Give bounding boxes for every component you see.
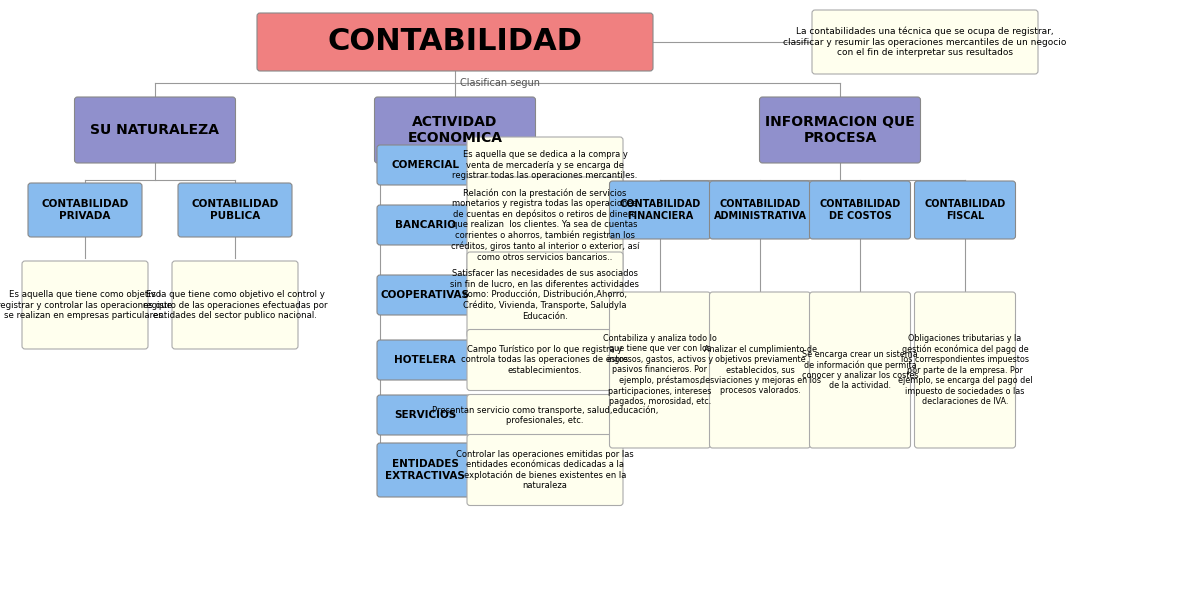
Text: CONTABILIDAD
DE COSTOS: CONTABILIDAD DE COSTOS <box>820 199 901 221</box>
FancyBboxPatch shape <box>257 13 653 71</box>
Text: Satisfacer las necesidades de sus asociados
sin fin de lucro, en las diferentes : Satisfacer las necesidades de sus asocia… <box>450 269 640 320</box>
Text: ENTIDADES
EXTRACTIVAS: ENTIDADES EXTRACTIVAS <box>385 459 464 481</box>
Text: CONTABILIDAD
PUBLICA: CONTABILIDAD PUBLICA <box>191 199 278 221</box>
Text: COOPERATIVAS: COOPERATIVAS <box>380 290 469 300</box>
FancyBboxPatch shape <box>709 292 810 448</box>
FancyBboxPatch shape <box>467 252 623 338</box>
FancyBboxPatch shape <box>377 145 473 185</box>
Text: Analizar el cumplimiento de
objetivos previamente
establecidos, sus
desviaciones: Analizar el cumplimiento de objetivos pr… <box>700 344 821 395</box>
FancyBboxPatch shape <box>467 137 623 193</box>
Text: SU NATURALEZA: SU NATURALEZA <box>90 123 220 137</box>
FancyBboxPatch shape <box>374 97 535 163</box>
FancyBboxPatch shape <box>610 292 710 448</box>
Text: Presentan servicio como transporte, salud,educación,
profesionales, etc.: Presentan servicio como transporte, salu… <box>432 405 658 425</box>
FancyBboxPatch shape <box>178 183 292 237</box>
Text: Se encarga crear un sistema
de información que permita
conocer y analizar los co: Se encarga crear un sistema de informaci… <box>802 350 918 391</box>
FancyBboxPatch shape <box>914 292 1015 448</box>
Text: CONTABILIDAD: CONTABILIDAD <box>328 28 582 56</box>
FancyBboxPatch shape <box>812 10 1038 74</box>
Text: Contabiliza y analiza todo lo
que tiene que ver con los
ingresos, gastos, activo: Contabiliza y analiza todo lo que tiene … <box>604 334 716 406</box>
Text: Es la que tiene como objetivo el control y
registro de las operaciones efectuada: Es la que tiene como objetivo el control… <box>143 290 328 320</box>
Text: Relación con la prestación de servicios
monetarios y registra todas las operacio: Relación con la prestación de servicios … <box>451 188 640 262</box>
Text: Clasifican segun: Clasifican segun <box>460 78 540 88</box>
FancyBboxPatch shape <box>467 395 623 436</box>
FancyBboxPatch shape <box>467 177 623 273</box>
FancyBboxPatch shape <box>377 395 473 435</box>
Text: CONTABILIDAD
FINANCIERA: CONTABILIDAD FINANCIERA <box>619 199 701 221</box>
Text: CONTABILIDAD
PRIVADA: CONTABILIDAD PRIVADA <box>41 199 128 221</box>
FancyBboxPatch shape <box>760 97 920 163</box>
Text: CONTABILIDAD
ADMINISTRATIVA: CONTABILIDAD ADMINISTRATIVA <box>714 199 806 221</box>
Text: HOTELERA: HOTELERA <box>394 355 456 365</box>
FancyBboxPatch shape <box>810 292 911 448</box>
Text: Es aquella que se dedica a la compra y
venta de mercadería y se encarga de
regis: Es aquella que se dedica a la compra y v… <box>452 150 637 180</box>
Text: Obligaciones tributarias y la
gestión económica del pago de
los correspondientes: Obligaciones tributarias y la gestión ec… <box>898 334 1032 406</box>
FancyBboxPatch shape <box>74 97 235 163</box>
Text: INFORMACION QUE
PROCESA: INFORMACION QUE PROCESA <box>766 115 914 145</box>
FancyBboxPatch shape <box>914 181 1015 239</box>
Text: ACTIVIDAD
ECONOMICA: ACTIVIDAD ECONOMICA <box>408 115 503 145</box>
Text: Es aquella que tiene como objetivo
registrar y controlar las operaciones que
se : Es aquella que tiene como objetivo regis… <box>0 290 173 320</box>
FancyBboxPatch shape <box>22 261 148 349</box>
FancyBboxPatch shape <box>377 340 473 380</box>
Text: CONTABILIDAD
FISCAL: CONTABILIDAD FISCAL <box>924 199 1006 221</box>
FancyBboxPatch shape <box>377 205 473 245</box>
FancyBboxPatch shape <box>709 181 810 239</box>
Text: Controlar las operaciones emitidas por las
entidades económicas dedicadas a la
e: Controlar las operaciones emitidas por l… <box>456 449 634 490</box>
FancyBboxPatch shape <box>377 275 473 315</box>
FancyBboxPatch shape <box>467 329 623 391</box>
Text: Campo Turístico por lo que registra y
controla todas las operaciones de estos
es: Campo Turístico por lo que registra y co… <box>462 345 629 375</box>
Text: BANCARIO: BANCARIO <box>395 220 456 230</box>
Text: COMERCIAL: COMERCIAL <box>391 160 458 170</box>
FancyBboxPatch shape <box>377 443 473 497</box>
FancyBboxPatch shape <box>810 181 911 239</box>
FancyBboxPatch shape <box>467 434 623 505</box>
Text: SERVICIOS: SERVICIOS <box>394 410 456 420</box>
Text: La contabilidades una técnica que se ocupa de registrar,
clasificar y resumir la: La contabilidades una técnica que se ocu… <box>784 27 1067 57</box>
FancyBboxPatch shape <box>172 261 298 349</box>
FancyBboxPatch shape <box>610 181 710 239</box>
FancyBboxPatch shape <box>28 183 142 237</box>
